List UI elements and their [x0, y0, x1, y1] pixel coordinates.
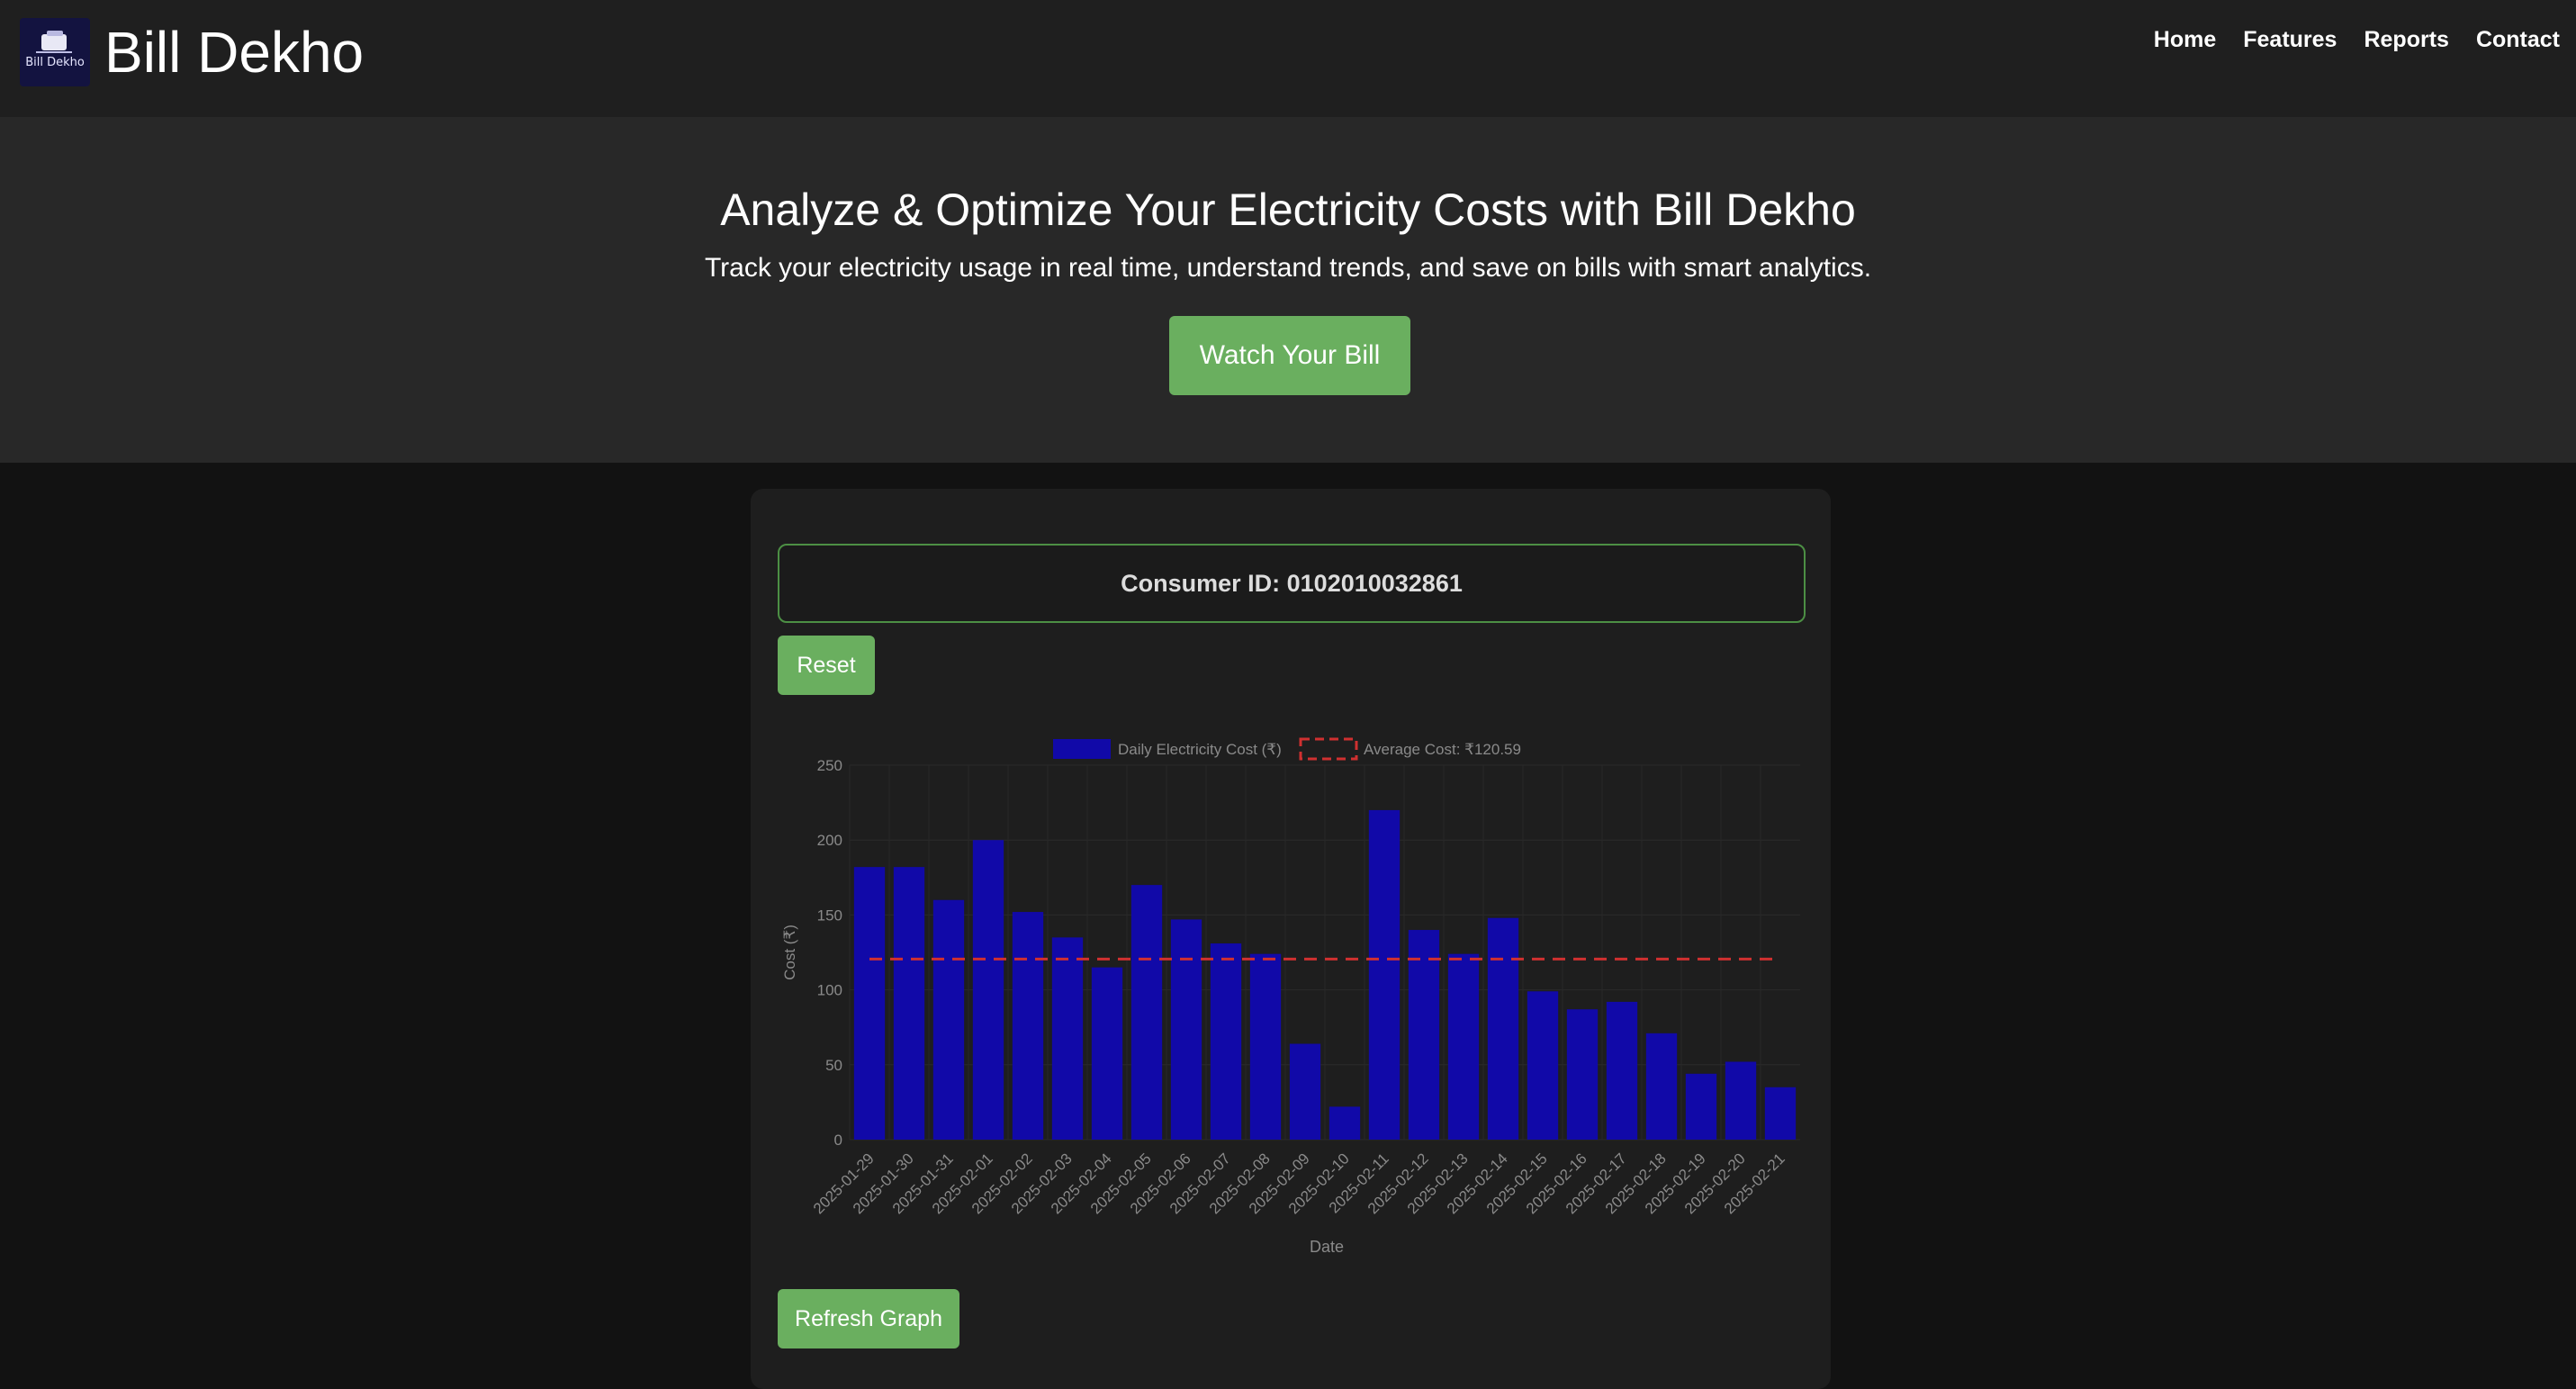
hero-title: Analyze & Optimize Your Electricity Cost… [720, 185, 1856, 235]
bar-2025-02-16[interactable] [1566, 1009, 1599, 1140]
hero-section: Analyze & Optimize Your Electricity Cost… [0, 117, 2576, 463]
consumer-id-label: Consumer ID: 0102010032861 [1121, 569, 1463, 597]
bar-2025-02-19[interactable] [1685, 1073, 1717, 1140]
y-tick-label: 0 [834, 1132, 842, 1149]
y-tick-label: 250 [817, 757, 842, 774]
bar-2025-01-29[interactable] [853, 867, 886, 1140]
hero-subtitle: Track your electricity usage in real tim… [704, 253, 1872, 283]
y-tick-label: 100 [817, 982, 842, 999]
logo: Bill Dekho [20, 18, 90, 86]
nav-features-link[interactable]: Features [2243, 27, 2337, 52]
bar-2025-02-13[interactable] [1447, 953, 1480, 1140]
legend-average-swatch [1299, 737, 1358, 761]
logo-text: Bill Dekho [25, 56, 85, 69]
bar-2025-02-02[interactable] [1012, 912, 1044, 1140]
watch-your-bill-button[interactable]: Watch Your Bill [1169, 316, 1410, 395]
chart-grid [849, 764, 1800, 1141]
bar-2025-02-12[interactable] [1408, 930, 1440, 1140]
y-tick-label: 50 [825, 1057, 842, 1074]
nav-contact-link[interactable]: Contact [2475, 27, 2560, 52]
bar-2025-01-31[interactable] [932, 899, 965, 1140]
nav-reports-link[interactable]: Reports [2364, 27, 2449, 52]
dashboard-card: Consumer ID: 0102010032861 Reset 0 50 100 1… [751, 489, 1831, 1389]
bar-2025-02-07[interactable] [1210, 943, 1242, 1140]
nav-home-link[interactable]: Home [2153, 27, 2217, 52]
x-axis-label: Date [1310, 1238, 1344, 1256]
bar-2025-02-10[interactable] [1329, 1106, 1361, 1140]
bar-2025-02-01[interactable] [972, 840, 1004, 1140]
bar-2025-02-11[interactable] [1368, 809, 1401, 1140]
bar-2025-02-17[interactable] [1606, 1001, 1638, 1140]
bar-2025-02-06[interactable] [1170, 919, 1202, 1140]
y-tick-label: 150 [817, 906, 842, 924]
y-tick-labels: 0 50 100 150 200 250 [817, 757, 842, 1149]
y-axis-label: Cost (₹) [781, 924, 798, 980]
navbar: Bill Dekho Bill Dekho Home Features Repo… [0, 0, 2576, 117]
nav-links: Home Features Reports Contact [2127, 27, 2560, 53]
reset-button[interactable]: Reset [778, 636, 875, 695]
chart-bars [853, 809, 1797, 1140]
bar-2025-02-18[interactable] [1645, 1033, 1678, 1140]
bar-2025-02-05[interactable] [1130, 885, 1163, 1140]
bar-2025-02-15[interactable] [1527, 991, 1559, 1140]
x-tick-labels: 2025-01-292025-01-302025-01-312025-02-01… [810, 1150, 1788, 1217]
logo-graphic [36, 31, 72, 53]
electricity-cost-chart: 0 50 100 150 200 250 2025-01-292025-01-302025… [781, 737, 1800, 1256]
y-tick-label: 200 [817, 832, 842, 849]
legend-average-label: Average Cost: ₹120.59 [1364, 741, 1521, 758]
bar-2025-02-03[interactable] [1051, 937, 1084, 1140]
refresh-graph-button[interactable]: Refresh Graph [778, 1289, 959, 1348]
bar-2025-02-20[interactable] [1725, 1061, 1757, 1140]
bar-2025-01-30[interactable] [893, 867, 925, 1140]
brand[interactable]: Bill Dekho Bill Dekho [20, 18, 364, 86]
bar-2025-02-14[interactable] [1487, 917, 1519, 1140]
bar-2025-02-21[interactable] [1764, 1087, 1797, 1140]
bar-2025-02-08[interactable] [1249, 953, 1282, 1140]
legend-bar-swatch [1053, 739, 1111, 759]
chart-legend[interactable]: Daily Electricity Cost (₹) Average Cost:… [1053, 737, 1521, 761]
bar-2025-02-04[interactable] [1091, 967, 1123, 1140]
bar-2025-02-09[interactable] [1289, 1043, 1321, 1140]
brand-name: Bill Dekho [104, 20, 365, 85]
consumer-id-box: Consumer ID: 0102010032861 [778, 544, 1806, 623]
legend-bar-label: Daily Electricity Cost (₹) [1118, 741, 1282, 758]
